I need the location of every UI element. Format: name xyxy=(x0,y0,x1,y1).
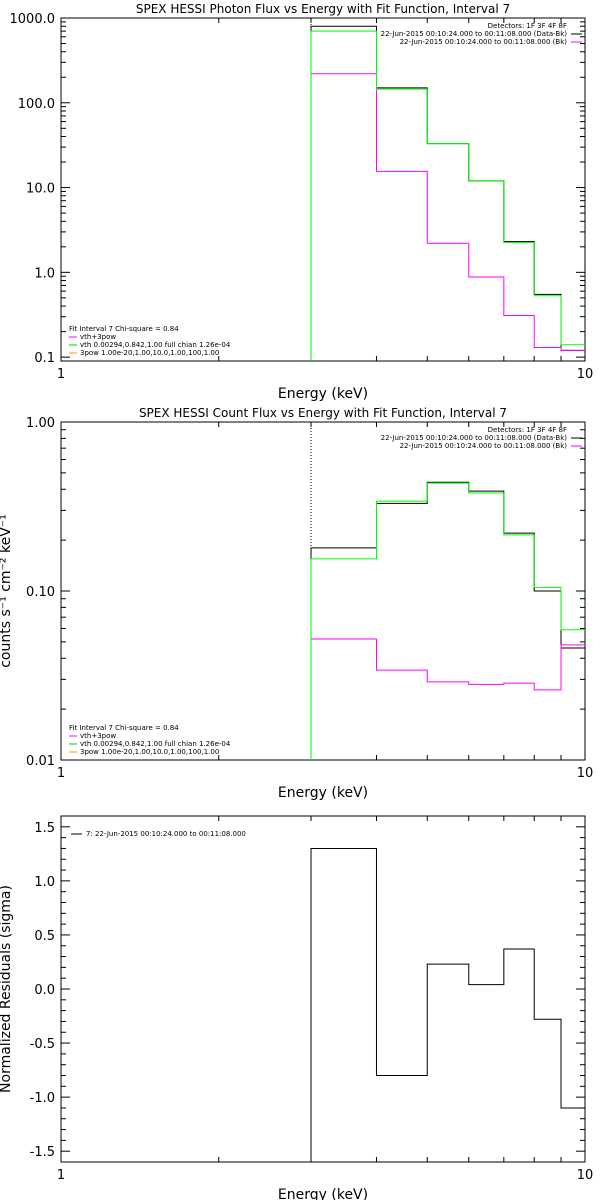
chart1-y-tick-label: 10.0 xyxy=(26,182,55,197)
chart3-series-residuals xyxy=(310,847,585,1162)
chart2-series-bk xyxy=(310,638,585,760)
chart1-series-bk xyxy=(310,73,585,361)
chart3-x-tick-label: 1 xyxy=(57,1168,65,1183)
chart2-plot-frame xyxy=(60,421,586,761)
chart1-series-vth-3pow xyxy=(310,30,585,361)
chart3-legend-line: 7: 22-Jun-2015 00:10:24.000 to 00:11:08.… xyxy=(86,830,246,838)
chart1-plot-frame xyxy=(60,17,586,362)
chart1-legend-top-line: 22-Jun-2015 00:10:24.000 to 00:11:08.000… xyxy=(400,38,568,46)
chart2-series-vth-3pow xyxy=(310,482,585,760)
chart2-title: SPEX HESSI Count Flux vs Energy with Fit… xyxy=(139,406,507,420)
chart1-legend-top-line: 22-Jun-2015 00:10:24.000 to 00:11:08.000… xyxy=(381,30,568,38)
chart2-y-tick-label: 1.00 xyxy=(26,416,55,431)
chart1-legend-fit-line: Fit Interval 7 Chi-square = 0.84 xyxy=(69,325,179,333)
chart3-y-tick-label: 0.5 xyxy=(34,929,55,944)
chart1-legend-top-line: Detectors: 1F 3F 4F 8F xyxy=(488,22,567,30)
chart2-legend-fit-line: Fit Interval 7 Chi-square = 0.84 xyxy=(69,724,179,732)
chart2-x-tick-label: 1 xyxy=(57,766,65,781)
chart1-legend-fit-line: 3pow 1.00e-20,1.00,10.0,1.00,100,1.00 xyxy=(80,349,219,357)
chart2-x-axis-label: Energy (keV) xyxy=(278,785,368,801)
chart1-legend-fit-line: vth+3pow xyxy=(80,333,116,341)
chart1-y-tick-label: 100.0 xyxy=(18,97,55,112)
chart3-y-tick-label: 1.0 xyxy=(34,875,55,890)
chart2-legend-fit-line: vth+3pow xyxy=(80,732,116,740)
chart2-legend-top-line: Detectors: 1F 3F 4F 8F xyxy=(488,426,567,434)
chart1-y-tick-label: 0.1 xyxy=(34,351,55,366)
chart1-title: SPEX HESSI Photon Flux vs Energy with Fi… xyxy=(136,2,510,16)
chart3-x-tick-label: 10 xyxy=(577,1168,594,1183)
chart1-x-tick-label: 1 xyxy=(57,367,65,382)
chart2-legend-top-line: 22-Jun-2015 00:10:24.000 to 00:11:08.000… xyxy=(400,442,568,450)
chart3-x-axis-label: Energy (keV) xyxy=(278,1187,368,1200)
chart1-y-tick-label: 1.0 xyxy=(34,266,55,281)
chart3-plot-frame xyxy=(60,815,586,1163)
chart3-y-tick-label: -1.5 xyxy=(30,1145,55,1160)
chart2-y-tick-label: 0.01 xyxy=(26,754,55,769)
chart2-x-tick-label: 10 xyxy=(577,766,594,781)
chart1-x-tick-label: 10 xyxy=(577,367,594,382)
chart1-y-tick-label: 1000.0 xyxy=(10,12,56,27)
chart3-y-tick-label: -0.5 xyxy=(30,1037,55,1052)
chart2-legend-fit-line: vth 0.00294,0.842,1.00 full chian 1.26e-… xyxy=(80,740,231,748)
chart2-y-axis-label: counts s⁻¹ cm⁻² keV⁻¹ xyxy=(0,514,14,668)
chart2-legend-fit-line: 3pow 1.00e-20,1.00,10.0,1.00,100,1.00 xyxy=(80,748,219,756)
chart2-series-data-bk xyxy=(310,481,585,760)
chart1-series-data-bk xyxy=(310,25,585,361)
chart3-y-axis-label: Normalized Residuals (sigma) xyxy=(0,885,14,1093)
chart3-y-tick-label: -1.0 xyxy=(30,1091,55,1106)
chart2-y-tick-label: 0.10 xyxy=(26,585,55,600)
chart3-y-tick-label: 1.5 xyxy=(34,821,55,836)
chart1-x-axis-label: Energy (keV) xyxy=(278,386,368,402)
chart2-legend-top-line: 22-Jun-2015 00:10:24.000 to 00:11:08.000… xyxy=(381,434,568,442)
chart1-legend-fit-line: vth 0.00294,0.842,1.00 full chian 1.26e-… xyxy=(80,341,231,349)
chart3-y-tick-label: 0.0 xyxy=(34,983,55,998)
